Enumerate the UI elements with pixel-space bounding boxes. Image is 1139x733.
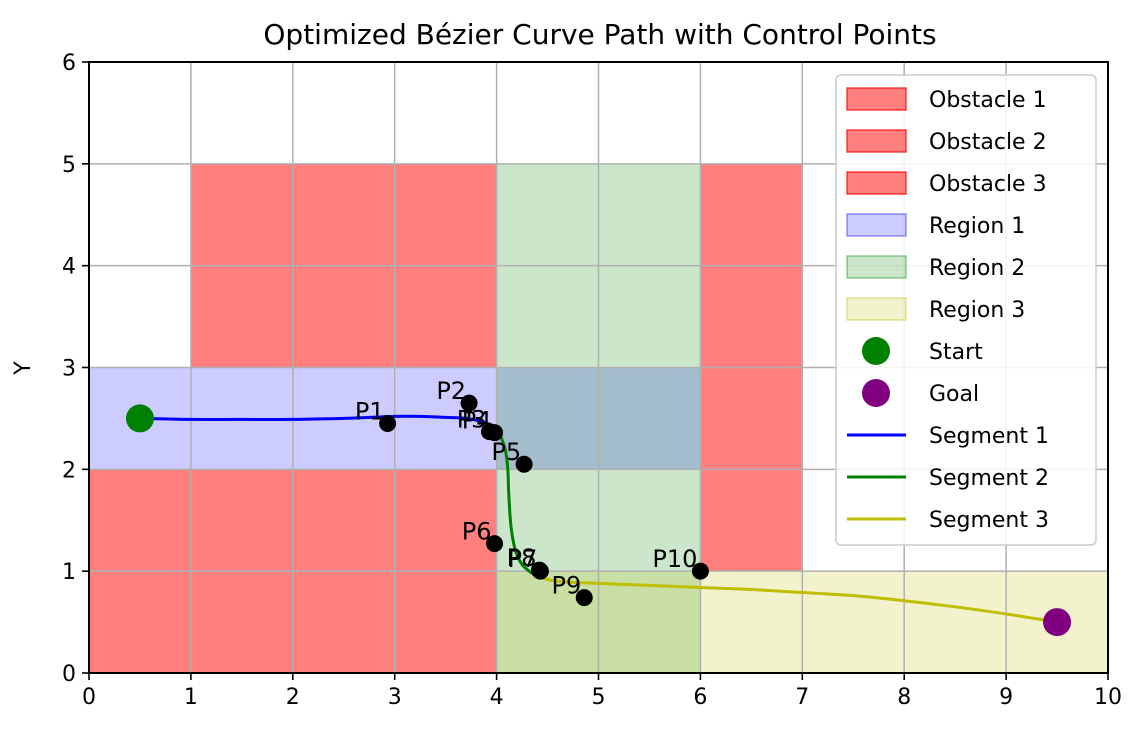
legend-obstacle-1-swatch (846, 87, 907, 111)
x-tick-label-4: 4 (490, 685, 504, 710)
legend-obstacle-3-swatch (846, 171, 907, 195)
control-point-label-p4: P4 (462, 407, 492, 435)
control-point-label-p3: P3 (457, 406, 487, 434)
line-segment-3 (537, 575, 1059, 624)
legend-region-3-label: Region 3 (929, 298, 1025, 323)
x-tick-label-10: 10 (1094, 685, 1122, 710)
x-tick-label-5: 5 (592, 685, 606, 710)
legend-goal-label: Goal (929, 382, 979, 407)
legend-start-swatch (862, 337, 890, 365)
y-axis-label: Y (11, 361, 36, 376)
tick-labels: 0 1 2 3 4 5 6 7 8 9 10 0 1 2 3 4 5 6 (62, 51, 1122, 710)
x-tick-label-1: 1 (184, 685, 198, 710)
x-tick-label-7: 7 (795, 685, 809, 710)
marker-start (125, 404, 154, 433)
legend-region-2-swatch (846, 255, 907, 279)
legend-obstacle-2-swatch (846, 129, 907, 153)
y-tick-label-4: 4 (62, 255, 76, 280)
control-point-p4 (486, 424, 504, 442)
control-point-label-p5: P5 (491, 438, 521, 466)
control-point-label-p8: P8 (507, 544, 537, 572)
y-tick-label-0: 0 (62, 662, 76, 687)
control-point-p6 (486, 535, 504, 553)
legend-region-1-label: Region 1 (929, 214, 1025, 239)
control-point-p9 (575, 589, 593, 607)
legend-region-3-swatch (846, 297, 907, 321)
legend: Obstacle 1 Obstacle 2 Obstacle 3 Region 1 Re… (835, 74, 1097, 546)
x-tick-label-0: 0 (82, 685, 96, 710)
control-point-label-p10: P10 (652, 545, 697, 573)
control-point-label-p1: P1 (355, 398, 385, 426)
y-tick-label-2: 2 (62, 458, 76, 483)
control-point-p1 (379, 415, 397, 433)
start-goal-markers (125, 404, 1072, 637)
legend-obstacle-3-label: Obstacle 3 (929, 172, 1047, 197)
chart-title: Optimized Bézier Curve Path with Control… (263, 18, 936, 51)
control-point-label-p6: P6 (462, 518, 492, 546)
y-tick-label-1: 1 (62, 560, 76, 585)
x-tick-label-8: 8 (897, 685, 911, 710)
control-point-p10 (691, 562, 709, 580)
x-tick-label-9: 9 (999, 685, 1013, 710)
legend-goal-swatch (862, 379, 890, 407)
line-segment-1 (138, 414, 494, 428)
x-tick-label-6: 6 (693, 685, 707, 710)
x-tick-label-3: 3 (388, 685, 402, 710)
x-tick-label-2: 2 (286, 685, 300, 710)
legend-obstacle-2-label: Obstacle 2 (929, 130, 1047, 155)
legend-region-1-swatch (846, 213, 907, 237)
legend-start-label: Start (929, 340, 983, 365)
legend-region-2-label: Region 2 (929, 256, 1025, 281)
legend-segment-1-label: Segment 1 (929, 424, 1049, 449)
y-tick-label-3: 3 (62, 357, 76, 382)
control-point-label-p2: P2 (436, 377, 466, 405)
control-point-p5 (515, 455, 533, 473)
legend-segment-2-label: Segment 2 (929, 466, 1049, 491)
legend-obstacle-1-label: Obstacle 1 (929, 88, 1047, 113)
y-tick-label-6: 6 (62, 51, 76, 76)
control-point-label-p9: P9 (551, 572, 581, 600)
control-point-p8 (530, 561, 548, 579)
marker-goal (1043, 608, 1072, 637)
y-tick-label-5: 5 (62, 153, 76, 178)
control-point-p2 (460, 394, 478, 412)
legend-segment-3-label: Segment 3 (929, 508, 1049, 533)
